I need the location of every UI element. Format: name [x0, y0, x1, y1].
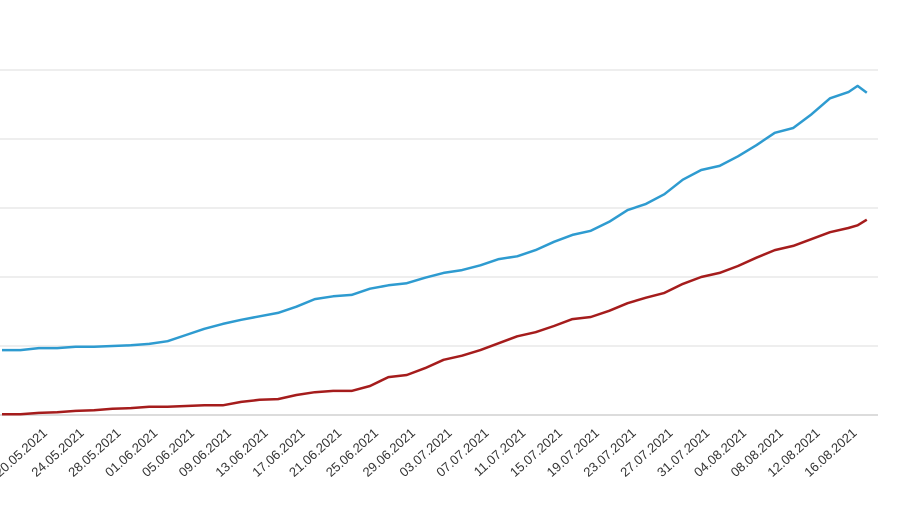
line — [2, 218, 868, 416]
line — [2, 84, 868, 352]
